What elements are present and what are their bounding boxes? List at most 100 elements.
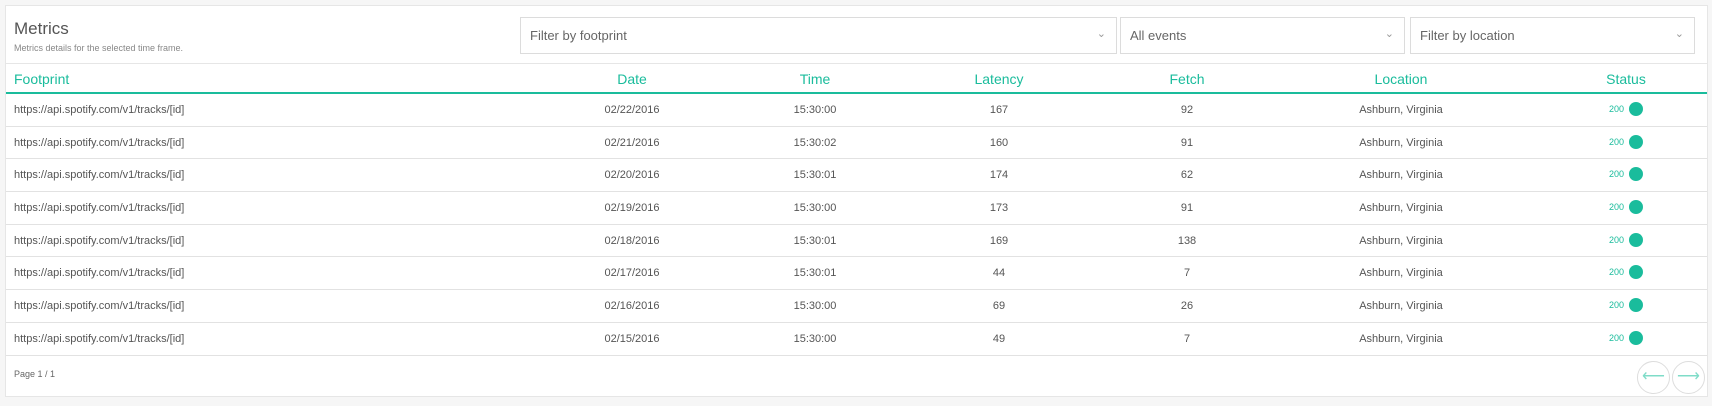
events-filter[interactable]: All events ⌄: [1120, 17, 1405, 54]
table-row[interactable]: https://api.spotify.com/v1/tracks/[id] 02…: [6, 257, 1707, 291]
location-filter-label: Filter by location: [1420, 28, 1515, 43]
cell-location: Ashburn, Virginia: [1359, 169, 1443, 182]
cell-date: 02/15/2016: [604, 332, 660, 345]
cell-footprint: https://api.spotify.com/v1/tracks/[id]: [14, 234, 185, 247]
status-code: 200: [1608, 234, 1625, 245]
cell-latency: 173: [989, 202, 1009, 215]
cell-latency: 160: [989, 136, 1009, 149]
cell-status: 200: [1608, 298, 1644, 313]
status-dot-icon: [1629, 298, 1644, 313]
cell-location: Ashburn, Virginia: [1359, 136, 1443, 149]
metrics-card: Metrics Metrics details for the selected…: [5, 5, 1708, 397]
cell-location: Ashburn, Virginia: [1359, 267, 1443, 280]
cell-status: 200: [1608, 134, 1644, 149]
divider: [6, 63, 1707, 64]
cell-latency: 169: [989, 234, 1009, 247]
status-dot-icon: [1629, 167, 1644, 182]
cell-time: 15:30:00: [793, 202, 837, 215]
table-header: Footprint Date Time Latency Fetch Locati…: [6, 64, 1707, 94]
cell-latency: 69: [992, 300, 1006, 313]
arrow-left-icon: ⟵: [1642, 368, 1665, 385]
next-page-button[interactable]: ⟶: [1672, 361, 1705, 394]
cell-status: 200: [1608, 330, 1644, 345]
cell-time: 15:30:02: [793, 136, 837, 149]
cell-status: 200: [1609, 102, 1644, 116]
table-row[interactable]: https://api.spotify.com/v1/tracks/[id] 02…: [6, 159, 1707, 193]
footprint-filter-label: Filter by footprint: [530, 28, 627, 43]
table-row[interactable]: https://api.spotify.com/v1/tracks/[id] 02…: [6, 323, 1707, 356]
cell-fetch: 7: [1183, 332, 1191, 345]
cell-location: Ashburn, Virginia: [1359, 332, 1443, 345]
cell-fetch: 7: [1183, 267, 1191, 280]
cell-date: 02/17/2016: [604, 267, 660, 280]
table-row[interactable]: https://api.spotify.com/v1/tracks/[id] 02…: [6, 192, 1707, 225]
chevron-down-icon: ⌄: [1674, 28, 1684, 40]
cell-time: 15:30:01: [793, 169, 837, 182]
cell-date: 02/16/2016: [604, 300, 660, 313]
cell-date: 02/18/2016: [604, 234, 660, 247]
table-body: https://api.spotify.com/v1/tracks/[id] 02…: [6, 94, 1707, 356]
status-dot-icon: [1629, 232, 1644, 247]
cell-date: 02/19/2016: [604, 202, 660, 215]
status-code: 200: [1608, 267, 1625, 278]
footprint-filter[interactable]: Filter by footprint ⌄: [520, 17, 1117, 54]
cell-fetch: 92: [1180, 104, 1194, 116]
column-header-location[interactable]: Location: [1374, 71, 1428, 87]
cell-location: Ashburn, Virginia: [1359, 300, 1443, 313]
column-header-footprint[interactable]: Footprint: [14, 71, 70, 87]
status-code: 200: [1608, 332, 1625, 343]
cell-footprint: https://api.spotify.com/v1/tracks/[id]: [14, 332, 185, 345]
cell-fetch: 91: [1180, 202, 1194, 215]
cell-status: 200: [1608, 200, 1644, 215]
status-dot-icon: [1629, 102, 1644, 116]
page-title: Metrics: [14, 19, 69, 38]
arrow-right-icon: ⟶: [1677, 368, 1700, 385]
cell-time: 15:30:01: [793, 267, 837, 280]
column-header-latency[interactable]: Latency: [974, 71, 1024, 87]
table-row[interactable]: https://api.spotify.com/v1/tracks/[id] 02…: [6, 127, 1707, 160]
location-filter[interactable]: Filter by location ⌄: [1410, 17, 1695, 54]
cell-status: 200: [1608, 265, 1644, 280]
cell-date: 02/20/2016: [604, 169, 660, 182]
cell-latency: 44: [992, 267, 1006, 280]
cell-fetch: 62: [1180, 169, 1194, 182]
status-dot-icon: [1629, 134, 1644, 149]
column-header-date[interactable]: Date: [617, 71, 647, 87]
events-filter-label: All events: [1130, 28, 1187, 43]
cell-time: 15:30:00: [793, 104, 837, 116]
cell-date: 02/21/2016: [604, 136, 660, 149]
status-code: 200: [1608, 169, 1625, 180]
cell-fetch: 138: [1177, 234, 1197, 247]
prev-page-button[interactable]: ⟵: [1637, 361, 1670, 394]
status-dot-icon: [1629, 265, 1644, 280]
cell-status: 200: [1608, 167, 1644, 182]
cell-footprint: https://api.spotify.com/v1/tracks/[id]: [14, 104, 185, 116]
cell-location: Ashburn, Virginia: [1359, 234, 1443, 247]
cell-location: Ashburn, Virginia: [1359, 202, 1443, 215]
table-row[interactable]: https://api.spotify.com/v1/tracks/[id] 02…: [6, 225, 1707, 258]
cell-time: 15:30:00: [793, 300, 837, 313]
column-header-fetch[interactable]: Fetch: [1169, 71, 1205, 87]
table-row[interactable]: https://api.spotify.com/v1/tracks/[id] 02…: [6, 290, 1707, 323]
status-code: 200: [1608, 300, 1625, 311]
status-dot-icon: [1629, 200, 1644, 215]
cell-status: 200: [1608, 232, 1644, 247]
cell-footprint: https://api.spotify.com/v1/tracks/[id]: [14, 136, 185, 149]
status-code: 200: [1608, 136, 1625, 147]
chevron-down-icon: ⌄: [1384, 28, 1394, 40]
page-subtitle: Metrics details for the selected time fr…: [14, 43, 184, 53]
cell-latency: 174: [989, 169, 1009, 182]
cell-date: 02/22/2016: [604, 104, 660, 116]
cell-footprint: https://api.spotify.com/v1/tracks/[id]: [14, 300, 185, 313]
chevron-down-icon: ⌄: [1096, 28, 1106, 40]
column-header-time[interactable]: Time: [799, 71, 831, 87]
cell-time: 15:30:01: [793, 234, 837, 247]
cell-latency: 167: [989, 104, 1009, 116]
status-code: 200: [1608, 202, 1625, 213]
column-header-status[interactable]: Status: [1606, 71, 1646, 87]
status-dot-icon: [1629, 330, 1644, 345]
table-row[interactable]: https://api.spotify.com/v1/tracks/[id] 02…: [6, 94, 1707, 127]
cell-fetch: 91: [1180, 136, 1194, 149]
cell-footprint: https://api.spotify.com/v1/tracks/[id]: [14, 267, 185, 280]
cell-fetch: 26: [1180, 300, 1194, 313]
